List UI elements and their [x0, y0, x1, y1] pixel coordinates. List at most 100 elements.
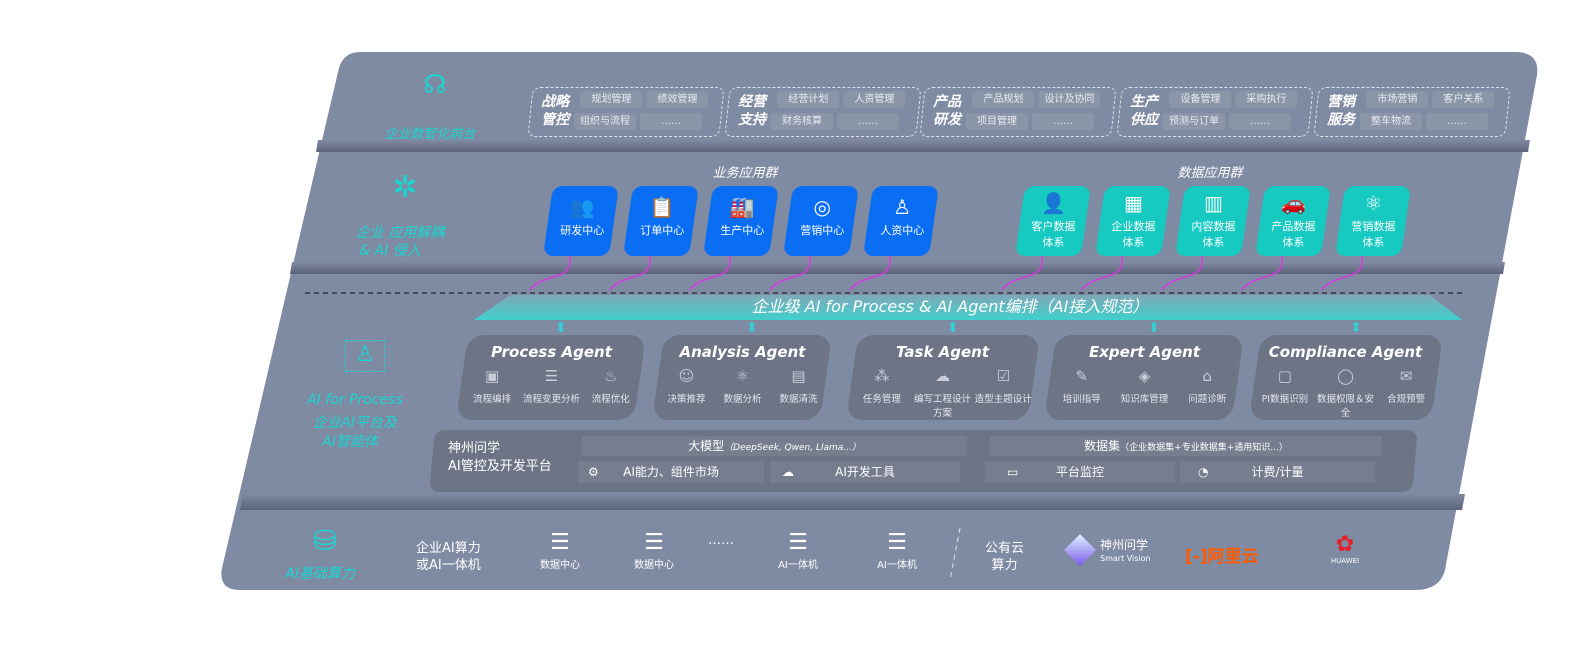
front-group-title: 生产供应: [1130, 94, 1159, 128]
capability-icon: ♨: [604, 367, 618, 385]
monitor-label: 平台监控: [1055, 465, 1104, 479]
down-arrow-icon: ⬍: [555, 320, 567, 336]
huawei-logo: ✿ HUAWEI: [1325, 533, 1365, 566]
data-app-card[interactable]: 👤 客户数据 体系: [1015, 186, 1091, 256]
capability-icon: ⌂: [1202, 367, 1212, 385]
agent-capability[interactable]: ☺ 决策推荐: [658, 367, 714, 405]
agent-items: ✎ 培训指导 ◈ 知识库管理 ⌂ 问题诊断: [1050, 367, 1238, 405]
business-app-card[interactable]: ♙ 人资中心: [863, 186, 939, 256]
agent-content: Process Agent ▣ 流程编排 ☰ 流程变更分析 ♨ 流程优化: [462, 343, 640, 405]
target-icon: ◎: [813, 195, 831, 219]
capability-label: 任务管理: [862, 394, 901, 405]
billing-strip[interactable]: ◔ 计费/计量: [1180, 461, 1375, 483]
capability-icon: ✎: [1075, 367, 1089, 385]
monitor-strip[interactable]: ▭ 平台监控: [985, 461, 1175, 483]
agent-content: Compliance Agent ▢ PI数据识别 ◯ 数据权限＆安全 ✉ 合规预警: [1255, 343, 1437, 419]
card-content: 📋 订单中心: [629, 186, 695, 238]
front-tag[interactable]: 规划管理: [580, 91, 643, 108]
agent-capability[interactable]: ▤ 数据清洗: [770, 367, 826, 405]
connector-arrow: [529, 250, 571, 291]
business-app-label: 营销中心: [800, 224, 845, 237]
agent-card[interactable]: Compliance Agent ▢ PI数据识别 ◯ 数据权限＆安全 ✉ 合规预警: [1249, 335, 1443, 420]
agent-card[interactable]: Analysis Agent ☺ 决策推荐 ⚛ 数据分析 ▤ 数据清洗: [652, 335, 832, 420]
agent-card[interactable]: Task Agent ⁂ 任务管理 ☁ 编写工程设计方案 ☑ 造型主题设计: [846, 335, 1040, 420]
server-icon: ☰: [788, 530, 808, 555]
front-tag[interactable]: 设计及协同: [1038, 91, 1101, 108]
capability-icon: ☰: [544, 367, 559, 385]
front-tag[interactable]: ……: [1032, 113, 1095, 130]
server-label: AI一体机: [877, 560, 917, 571]
business-app-card[interactable]: ◎ 营销中心: [783, 186, 859, 256]
front-tag[interactable]: 产品规划: [972, 91, 1035, 108]
front-tag[interactable]: ……: [837, 113, 900, 130]
card-content: ▥ 内容数据 体系: [1180, 186, 1246, 250]
connector-arrow: [1241, 250, 1283, 291]
shenzhou-name: 神州问学: [1100, 538, 1149, 552]
database-icon: ⛁: [313, 524, 337, 557]
data-app-card[interactable]: ⚛ 营销数据 体系: [1335, 186, 1411, 256]
front-tag[interactable]: 市场营销: [1366, 91, 1429, 108]
front-tag[interactable]: 设备管理: [1169, 91, 1232, 108]
agent-capability[interactable]: ◯ 数据权限＆安全: [1315, 367, 1376, 419]
front-tag[interactable]: 财务核算: [771, 113, 834, 130]
agent-items: ▣ 流程编排 ☰ 流程变更分析 ♨ 流程优化: [462, 367, 640, 405]
agent-capability[interactable]: ⁂ 任务管理: [852, 367, 913, 419]
agent-capability[interactable]: ▢ PI数据识别: [1255, 367, 1316, 419]
connector-arrow: [849, 250, 891, 291]
front-tag[interactable]: 整车物流: [1360, 113, 1423, 130]
agent-capability[interactable]: ▣ 流程编排: [462, 367, 521, 405]
business-app-label: 生产中心: [720, 224, 765, 237]
users-icon: 👥: [569, 195, 595, 219]
agent-card[interactable]: Expert Agent ✎ 培训指导 ◈ 知识库管理 ⌂ 问题诊断: [1044, 335, 1244, 420]
agent-capability[interactable]: ◈ 知识库管理: [1113, 367, 1175, 405]
agent-capability[interactable]: ♨ 流程优化: [581, 367, 640, 405]
front-tag[interactable]: 组织与流程: [574, 113, 637, 130]
card-content: ♙ 人资中心: [869, 186, 935, 238]
front-group-title: 战略管控: [541, 94, 570, 128]
market-strip[interactable]: ⚙ AI能力、组件市场: [578, 461, 764, 483]
agent-capability[interactable]: ✎ 培训指导: [1051, 367, 1113, 405]
layer-label-ai-line1: AI for Process: [307, 392, 403, 408]
devtools-strip[interactable]: ☁ AI开发工具: [770, 461, 960, 483]
capability-label: PI数据识别: [1261, 394, 1309, 405]
front-tag[interactable]: 绩效管理: [646, 91, 709, 108]
data-app-label-line1: 产品数据: [1271, 220, 1316, 233]
front-tag[interactable]: ……: [1229, 113, 1292, 130]
front-tag[interactable]: 采购执行: [1235, 91, 1298, 108]
front-tag[interactable]: 经营计划: [777, 91, 840, 108]
agent-items: ☺ 决策推荐 ⚛ 数据分析 ▤ 数据清洗: [658, 367, 826, 405]
business-app-card[interactable]: 🏭 生产中心: [703, 186, 779, 256]
capability-icon: ☑: [996, 367, 1010, 385]
down-arrow-icon: ⬍: [1148, 320, 1160, 336]
agent-capability[interactable]: ⌂ 问题诊断: [1176, 367, 1238, 405]
capability-label: 数据分析: [723, 394, 762, 405]
capability-label: 合规预警: [1387, 394, 1426, 405]
gauge-icon: ◔: [1198, 465, 1209, 479]
capability-label: 数据清洗: [779, 394, 818, 405]
agent-capability[interactable]: ⚛ 数据分析: [714, 367, 770, 405]
huawei-name: HUAWEI: [1330, 557, 1360, 565]
card-content: 🚗 产品数据 体系: [1260, 186, 1326, 250]
molecule-icon: ✲: [392, 170, 418, 205]
front-tag[interactable]: 人资管理: [843, 91, 906, 108]
billing-label: 计费/计量: [1251, 465, 1304, 479]
agent-capability[interactable]: ☑ 造型主题设计: [973, 367, 1034, 419]
agent-capability[interactable]: ✉ 合规预警: [1376, 367, 1437, 419]
front-tag[interactable]: ……: [1426, 113, 1489, 130]
data-app-card[interactable]: ▦ 企业数据 体系: [1095, 186, 1171, 256]
business-app-card[interactable]: 👥 研发中心: [543, 186, 619, 256]
business-app-card[interactable]: 📋 订单中心: [623, 186, 699, 256]
dataset-note: （企业数据集+专业数据集+通用知识...）: [1120, 443, 1288, 453]
data-app-card[interactable]: ▥ 内容数据 体系: [1175, 186, 1251, 256]
agent-capability[interactable]: ☁ 编写工程设计方案: [912, 367, 973, 419]
card-content: 👥 研发中心: [549, 186, 615, 238]
connector-arrow: [1081, 250, 1123, 291]
front-tag[interactable]: 预测与订单: [1163, 113, 1226, 130]
front-tag[interactable]: 客户关系: [1432, 91, 1495, 108]
front-tag[interactable]: ……: [640, 113, 703, 130]
front-tag[interactable]: 项目管理: [966, 113, 1029, 130]
agent-capability[interactable]: ☰ 流程变更分析: [522, 367, 581, 405]
data-app-card[interactable]: 🚗 产品数据 体系: [1255, 186, 1331, 256]
data-app-label-line2: 体系: [1042, 236, 1065, 249]
agent-card[interactable]: Process Agent ▣ 流程编排 ☰ 流程变更分析 ♨ 流程优化: [456, 335, 646, 420]
